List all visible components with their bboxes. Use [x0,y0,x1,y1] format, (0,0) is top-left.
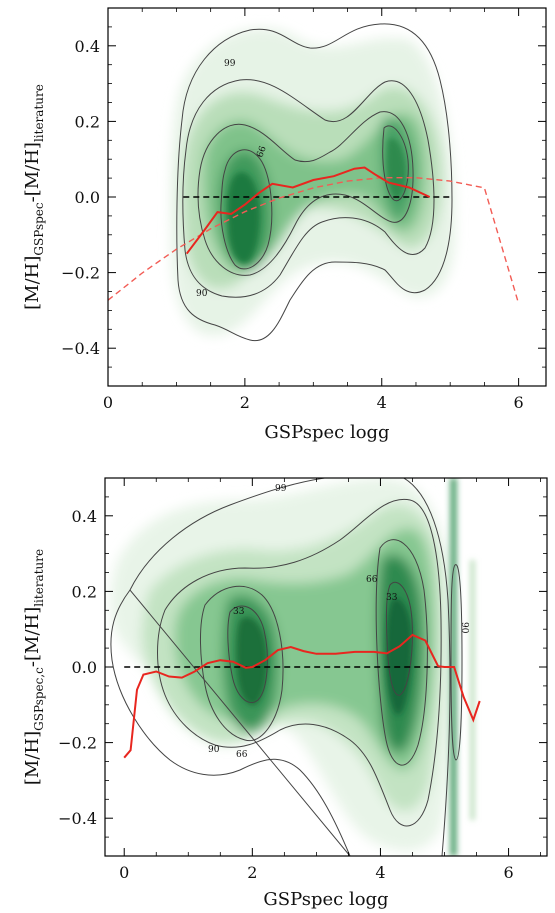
top-contour-label-99: 99 [224,59,236,69]
bottom-x-ticks: 0 2 4 6 [119,478,541,882]
bottom-x-axis-label: GSPspec logg [263,889,388,910]
bottom-contour-label-90-left: 90 [208,745,220,755]
top-ylabel-mid: -[M/H] [22,142,43,202]
top-contours [176,23,453,342]
bot-xtick-label: 2 [247,863,257,882]
bottom-contour-90 [157,498,442,827]
bot-xtick-label: 6 [503,863,513,882]
top-ylabel-sub1: GSPspec [32,202,46,256]
bottom-panel: 99 33 66 66 33 90 90 0 2 4 6 −0.4 −0.2 0.0 0.2… [22,477,548,910]
top-ytick-label: −0.4 [61,339,100,358]
bottom-contour-33b [385,581,413,696]
bot-ytick-label: 0.4 [72,507,97,526]
bot-ytick-label: 0.2 [72,582,97,601]
top-contour-66 [197,111,414,276]
bottom-contour-label-33-right: 33 [386,593,398,603]
top-contour-90 [182,79,435,298]
bottom-contour-33 [227,605,268,703]
bottom-contours [110,478,463,856]
top-median-line [185,166,431,255]
top-panel: 99 66 90 0 2 4 6 −0.4 −0.2 0.0 0.2 0.4 GSPspec … [22,7,547,443]
top-ylabel-sub2: literature [32,84,46,142]
top-y-ticks: −0.4 −0.2 0.0 0.2 0.4 [61,7,546,387]
top-x-ticks: 0 2 4 6 [103,8,524,412]
top-ytick-label: 0.2 [75,112,100,131]
bottom-contour-narrow [450,564,463,761]
bottom-ylabel-main: [M/H] [22,731,43,785]
bottom-ylabel-sub1: GSPspec,c [32,667,46,731]
bottom-contour-label-66-left: 66 [236,750,248,760]
bottom-contour-label-33-left: 33 [233,607,245,617]
bottom-contour-label-66-right: 66 [366,575,378,585]
bot-ytick-label: 0.0 [72,658,97,677]
top-ytick-label: 0.4 [75,37,100,56]
bot-xtick-label: 0 [119,863,129,882]
top-x-axis-label: GSPspec logg [264,422,389,443]
top-xtick-label: 0 [103,393,113,412]
bottom-y-axis-label: [M/H]GSPspec,c-[M/H]literature [22,549,46,785]
top-xtick-label: 6 [514,393,524,412]
bot-ytick-label: −0.2 [58,734,97,753]
bottom-median-line [123,633,481,759]
bottom-contour-66 [200,585,284,742]
top-ylabel-main: [M/H] [22,256,43,310]
top-y-axis-label: [M/H]GSPspec-[M/H]literature [22,84,46,310]
bottom-density-map [110,478,475,856]
top-ytick-label: 0.0 [75,188,100,207]
bot-xtick-label: 4 [375,863,385,882]
bottom-contour-99 [110,478,451,856]
top-contour-label-66: 66 [255,145,268,159]
top-density-map [170,28,455,336]
bottom-contour-label-90-right: 90 [459,622,469,634]
top-contour-33 [220,149,273,270]
bottom-contour-66b [375,539,428,766]
bottom-y-ticks: −0.4 −0.2 0.0 0.2 0.4 [58,477,547,857]
top-contour-99 [176,23,453,342]
top-contour-33b [382,125,409,202]
bottom-ylabel-sub2: literature [32,549,46,607]
top-contour-label-90: 90 [196,289,208,299]
top-xtick-label: 4 [377,393,387,412]
bottom-contour-label-99: 99 [275,484,287,494]
top-fit-curve [108,177,520,304]
bot-ytick-label: −0.4 [58,809,97,828]
top-ytick-label: −0.2 [61,264,100,283]
top-xtick-label: 2 [240,393,250,412]
bottom-ylabel-mid: -[M/H] [22,607,43,667]
